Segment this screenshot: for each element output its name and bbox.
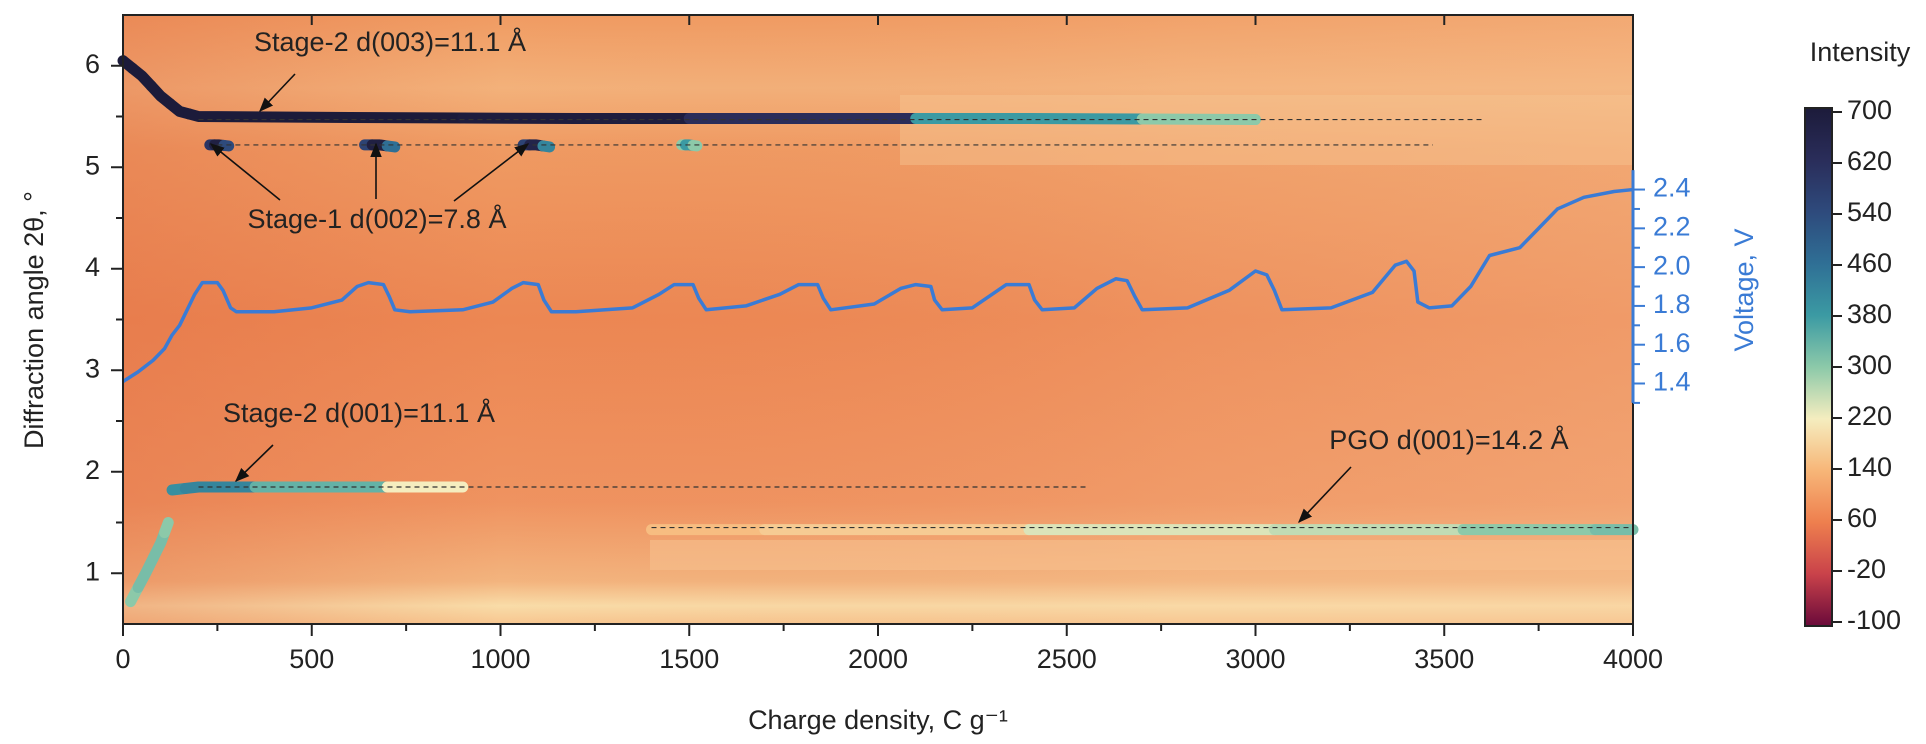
x-tick-label: 4000 <box>1603 644 1663 674</box>
diffraction-band <box>268 111 469 124</box>
y2-tick-label: 2.4 <box>1653 173 1691 203</box>
x-tick-label: 1500 <box>659 644 719 674</box>
annotation: Stage-2 d(001)=11.1 Å <box>223 397 495 428</box>
colorbar-tick-label: 300 <box>1847 350 1892 380</box>
diffraction-band <box>159 517 174 539</box>
x-tick-label: 500 <box>289 644 334 674</box>
colorbar-tick-label: 620 <box>1847 146 1892 176</box>
annotation: Stage-1 d(002)=7.8 Å <box>248 203 507 234</box>
diffraction-band <box>687 139 703 152</box>
y-tick-label: 5 <box>85 150 100 180</box>
colorbar-title: Intensity <box>1810 37 1911 67</box>
diffraction-band <box>381 140 401 153</box>
colorbar-tick-label: 700 <box>1847 95 1892 125</box>
y-tick-label: 2 <box>85 455 100 485</box>
y-axis-title: Diffraction angle 2θ, ° <box>19 191 49 449</box>
colorbar-tick-label: 60 <box>1847 503 1877 533</box>
y2-tick-label: 2.2 <box>1653 211 1691 241</box>
x-tick-label: 2000 <box>848 644 908 674</box>
colorbar-tick-label: 380 <box>1847 299 1892 329</box>
diffraction-band <box>457 112 695 125</box>
colorbar-tick-label: 140 <box>1847 452 1892 482</box>
y2-tick-label: 1.8 <box>1653 289 1691 319</box>
y-tick-label: 1 <box>85 556 100 586</box>
x-tick-label: 0 <box>115 644 130 674</box>
y2-tick-label: 2.0 <box>1653 250 1691 280</box>
colorbar <box>1804 107 1833 627</box>
diffraction-band <box>132 552 159 593</box>
colorbar-tick-label: 220 <box>1847 401 1892 431</box>
x-tick-label: 2500 <box>1037 644 1097 674</box>
y2-tick-label: 1.6 <box>1653 328 1691 358</box>
voltage-line <box>122 187 1634 384</box>
x-tick-label: 3500 <box>1414 644 1474 674</box>
diffraction-band <box>218 139 235 152</box>
x-axis-title: Charge density, C g⁻¹ <box>748 705 1008 735</box>
x-tick-label: 1000 <box>470 644 530 674</box>
y-tick-label: 6 <box>85 49 100 79</box>
diffraction-band <box>537 140 556 153</box>
colorbar-tick-label: -20 <box>1847 554 1886 584</box>
annotation: PGO d(001)=14.2 Å <box>1329 424 1568 455</box>
diffraction-band <box>183 108 280 123</box>
colorbar-tick-label: 540 <box>1847 197 1892 227</box>
annotation-arrows <box>209 73 1352 524</box>
colorbar-tick-label: -100 <box>1847 605 1901 635</box>
diffraction-band <box>910 113 1148 125</box>
x-tick-label: 3000 <box>1225 644 1285 674</box>
y2-tick-label: 1.4 <box>1653 367 1691 397</box>
y-tick-label: 4 <box>85 252 100 282</box>
annotation: Stage-2 d(003)=11.1 Å <box>254 26 526 57</box>
colorbar-tick-label: 460 <box>1847 248 1892 278</box>
y2-axis-title: Voltage, V <box>1729 228 1759 351</box>
y-tick-label: 3 <box>85 353 100 383</box>
